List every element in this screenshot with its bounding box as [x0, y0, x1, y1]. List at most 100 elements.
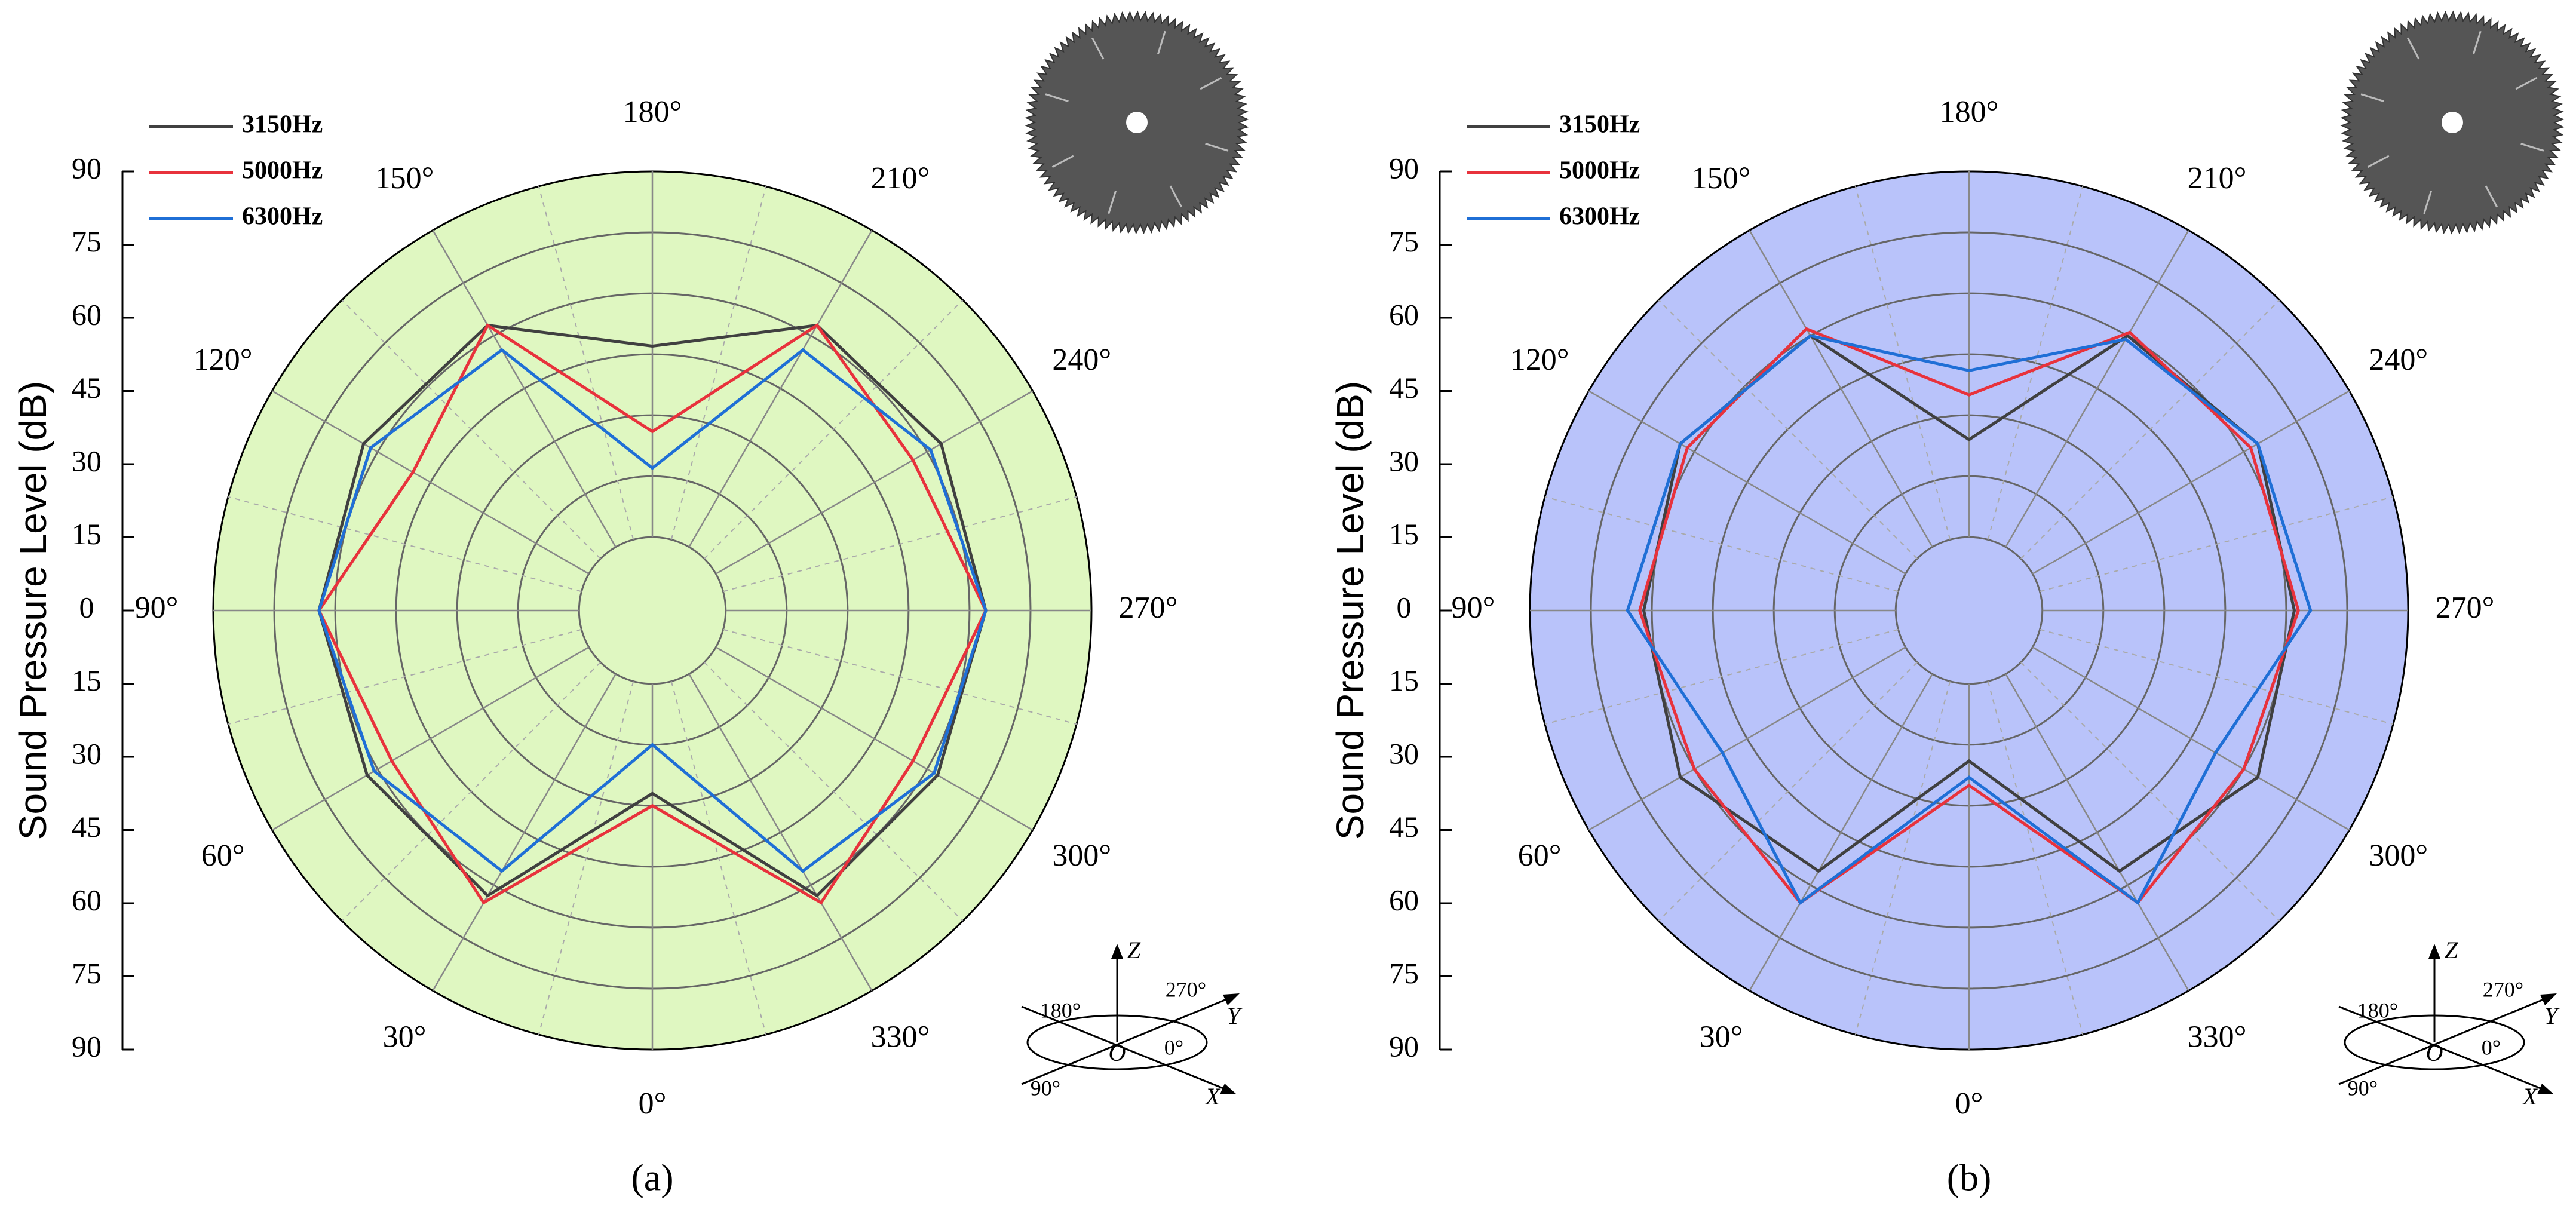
- grid-spoke: [538, 681, 634, 1035]
- inset-z-arrow: [2428, 944, 2440, 959]
- panel-a: 0°30°60°90°120°150°180°210°240°270°300°3…: [11, 10, 1249, 1199]
- grid-spoke: [271, 646, 590, 831]
- grid-spoke: [2032, 646, 2350, 831]
- inset-x-axis: [2338, 1005, 2546, 1091]
- saw-blade-icon: [2340, 10, 2565, 235]
- inset-z-label: Z: [1127, 937, 1141, 964]
- grid-spoke: [2040, 628, 2394, 725]
- saw-blade-slot: [1045, 93, 1069, 102]
- inset-180-label: 180°: [2357, 998, 2398, 1022]
- grid-spoke: [271, 390, 590, 575]
- saw-blade-slot: [2485, 185, 2498, 208]
- inset-270-label: 270°: [1166, 977, 1206, 1001]
- y-tick-label: 45: [72, 371, 102, 404]
- grid-spoke: [1854, 186, 1951, 540]
- grid-spoke: [228, 496, 582, 593]
- grid-spoke: [704, 299, 964, 559]
- grid-spoke: [715, 390, 1034, 575]
- grid-spoke: [341, 299, 601, 559]
- angle-label: 60°: [1518, 839, 1562, 873]
- grid-spoke: [2040, 496, 2394, 593]
- angle-label: 330°: [871, 1020, 930, 1054]
- grid-spoke: [228, 628, 582, 725]
- grid-spoke: [1854, 681, 1951, 1035]
- grid-spoke: [1749, 673, 1933, 992]
- grid-spoke: [670, 681, 767, 1035]
- inset-0-label: 0°: [1164, 1035, 1183, 1059]
- y-tick-label: 45: [1389, 371, 1419, 404]
- y-tick-label: 30: [1389, 444, 1419, 477]
- saw-blade-slot: [1205, 143, 1229, 152]
- y-tick-label: 30: [72, 737, 102, 770]
- inset-x-arrow: [2537, 1084, 2554, 1094]
- y-axis-title: Sound Pressure Level (dB): [11, 381, 54, 840]
- saw-blade-slot: [2520, 143, 2544, 152]
- y-tick-label: 75: [72, 956, 102, 990]
- legend-label: 5000Hz: [242, 157, 323, 185]
- y-tick-label: 90: [72, 1029, 102, 1063]
- angle-label: 180°: [623, 95, 682, 129]
- grid-spoke: [670, 186, 767, 540]
- y-tick-label: 90: [1389, 151, 1419, 185]
- angle-label: 30°: [1700, 1020, 1743, 1054]
- grid-spoke: [2005, 673, 2189, 992]
- y-tick-label: 15: [1389, 664, 1419, 697]
- inset-0-label: 0°: [2482, 1035, 2501, 1059]
- angle-label: 0°: [639, 1087, 667, 1121]
- y-tick-label: 45: [1389, 810, 1419, 843]
- y-tick-label: 60: [1389, 883, 1419, 916]
- inset-90-label: 90°: [2348, 1076, 2378, 1100]
- grid-spoke: [432, 229, 617, 548]
- angle-label: 30°: [383, 1020, 427, 1054]
- angle-label: 150°: [1692, 161, 1751, 195]
- y-tick-label: 60: [72, 297, 102, 331]
- grid-spoke: [1987, 186, 2084, 540]
- saw-blade-slot: [2515, 77, 2538, 90]
- panel-caption: (b): [1947, 1156, 1992, 1199]
- coordinate-axes-icon: Z Y X O 180° 270° 0° 90°: [1021, 937, 1243, 1110]
- saw-blade-icon: [1025, 10, 1249, 235]
- angle-label: 210°: [2188, 161, 2247, 195]
- legend-label: 6300Hz: [242, 203, 323, 231]
- y-tick-label: 15: [1389, 517, 1419, 551]
- grid-spoke: [1658, 299, 1918, 559]
- saw-blade-slot: [2360, 93, 2384, 102]
- y-tick-label: 45: [72, 810, 102, 843]
- angle-label: 270°: [1119, 591, 1178, 625]
- inset-90-label: 90°: [1031, 1076, 1060, 1100]
- grid-spoke: [1987, 681, 2084, 1035]
- legend-label: 6300Hz: [1559, 203, 1640, 231]
- inset-y-arrow: [2540, 993, 2557, 1005]
- legend-label: 3150Hz: [1559, 111, 1640, 139]
- inset-270-label: 270°: [2483, 977, 2523, 1001]
- grid-spoke: [538, 186, 634, 540]
- angle-label: 120°: [194, 343, 253, 377]
- angle-label: 120°: [1510, 343, 1569, 377]
- grid-spoke: [2005, 229, 2189, 548]
- coordinate-axes-icon: Z Y X O 180° 270° 0° 90°: [2338, 937, 2560, 1110]
- angle-label: 150°: [375, 161, 434, 195]
- y-tick-label: 15: [72, 664, 102, 697]
- grid-spoke: [688, 673, 873, 992]
- saw-blade-slot: [2423, 191, 2432, 214]
- saw-blade-slot: [1108, 191, 1117, 214]
- inset-y-axis: [1021, 996, 1231, 1085]
- grid-spoke: [1658, 662, 1918, 922]
- inset-180-label: 180°: [1040, 998, 1081, 1022]
- y-tick-label: 75: [72, 225, 102, 258]
- saw-blade-slot: [1091, 37, 1105, 60]
- saw-blade-slot: [1157, 30, 1166, 54]
- y-tick-label: 30: [1389, 737, 1419, 770]
- angle-label: 210°: [871, 161, 930, 195]
- inset-z-arrow: [1111, 944, 1123, 959]
- grid-spoke: [715, 646, 1034, 831]
- legend-label: 5000Hz: [1559, 157, 1640, 185]
- grid-spoke: [2032, 390, 2350, 575]
- saw-blade-slot: [1169, 185, 1182, 208]
- saw-blade-slot: [2407, 37, 2420, 60]
- angle-label: 300°: [2369, 839, 2428, 873]
- angle-label: 240°: [1052, 343, 1111, 377]
- grid-spoke: [1588, 646, 1906, 831]
- inset-origin-label: O: [2426, 1039, 2443, 1066]
